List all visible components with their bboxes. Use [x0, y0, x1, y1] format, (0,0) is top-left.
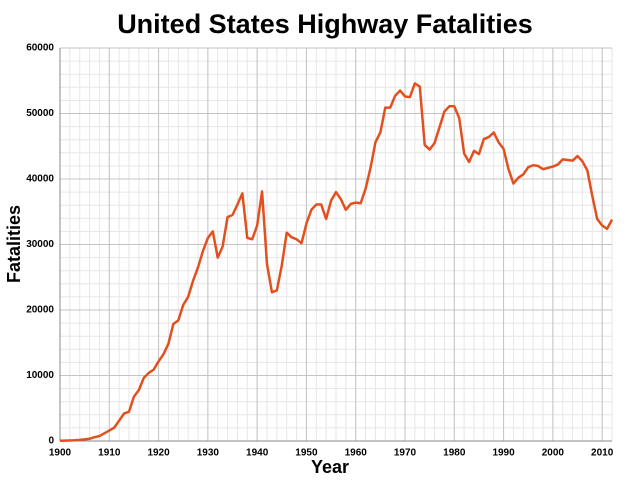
x-tick-label: 1930 [197, 448, 220, 459]
x-tick-label: 1960 [345, 448, 368, 459]
y-tick-label: 60000 [26, 43, 54, 54]
x-tick-label: 1950 [295, 448, 318, 459]
x-tick-label: 1970 [394, 448, 417, 459]
y-tick-label: 10000 [26, 370, 54, 381]
x-tick-label: 1980 [443, 448, 466, 459]
x-tick-label: 2000 [542, 448, 565, 459]
x-tick-label: 1900 [49, 448, 72, 459]
y-tick-label: 30000 [26, 239, 54, 250]
data-line [59, 82, 614, 443]
x-tick-label: 1990 [492, 448, 515, 459]
y-tick-label: 40000 [26, 174, 54, 185]
x-tick-label: 1940 [246, 448, 269, 459]
chart-title: United States Highway Fatalities [117, 9, 533, 39]
x-tick-label: 1910 [98, 448, 121, 459]
x-tick-label: 2010 [591, 448, 614, 459]
y-tick-label: 50000 [26, 108, 54, 119]
y-axis-label: Fatalities [4, 205, 24, 283]
x-axis-label: Year [311, 457, 349, 477]
y-tick-label: 0 [48, 436, 54, 447]
y-tick-label: 20000 [26, 305, 54, 316]
x-tick-label: 1920 [147, 448, 170, 459]
